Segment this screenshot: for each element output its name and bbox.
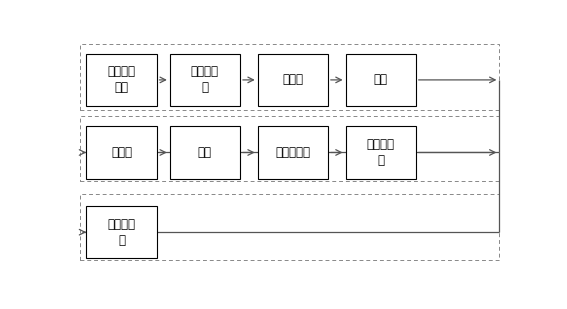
Text: 硅片双面
减薄: 硅片双面 减薄 — [107, 66, 136, 95]
Bar — [345, 126, 416, 179]
Text: 叠片、装舟: 叠片、装舟 — [276, 146, 310, 159]
Text: 扩散后处
理: 扩散后处 理 — [107, 218, 136, 247]
Text: 烘烤: 烘烤 — [374, 74, 388, 87]
Bar — [86, 126, 156, 179]
Bar — [345, 54, 416, 106]
Bar — [86, 54, 156, 106]
Bar — [257, 126, 328, 179]
Bar — [170, 126, 240, 179]
Text: 扩散前处
理: 扩散前处 理 — [191, 66, 219, 95]
Text: 一次全扩
散: 一次全扩 散 — [367, 138, 395, 167]
Bar — [79, 194, 500, 260]
Bar — [170, 54, 240, 106]
Bar — [79, 116, 500, 181]
Text: 涂磷源: 涂磷源 — [111, 146, 132, 159]
Bar — [79, 44, 500, 110]
Bar — [86, 206, 156, 258]
Bar — [257, 54, 328, 106]
Text: 涂硼源: 涂硼源 — [282, 74, 303, 87]
Text: 烘烤: 烘烤 — [198, 146, 212, 159]
